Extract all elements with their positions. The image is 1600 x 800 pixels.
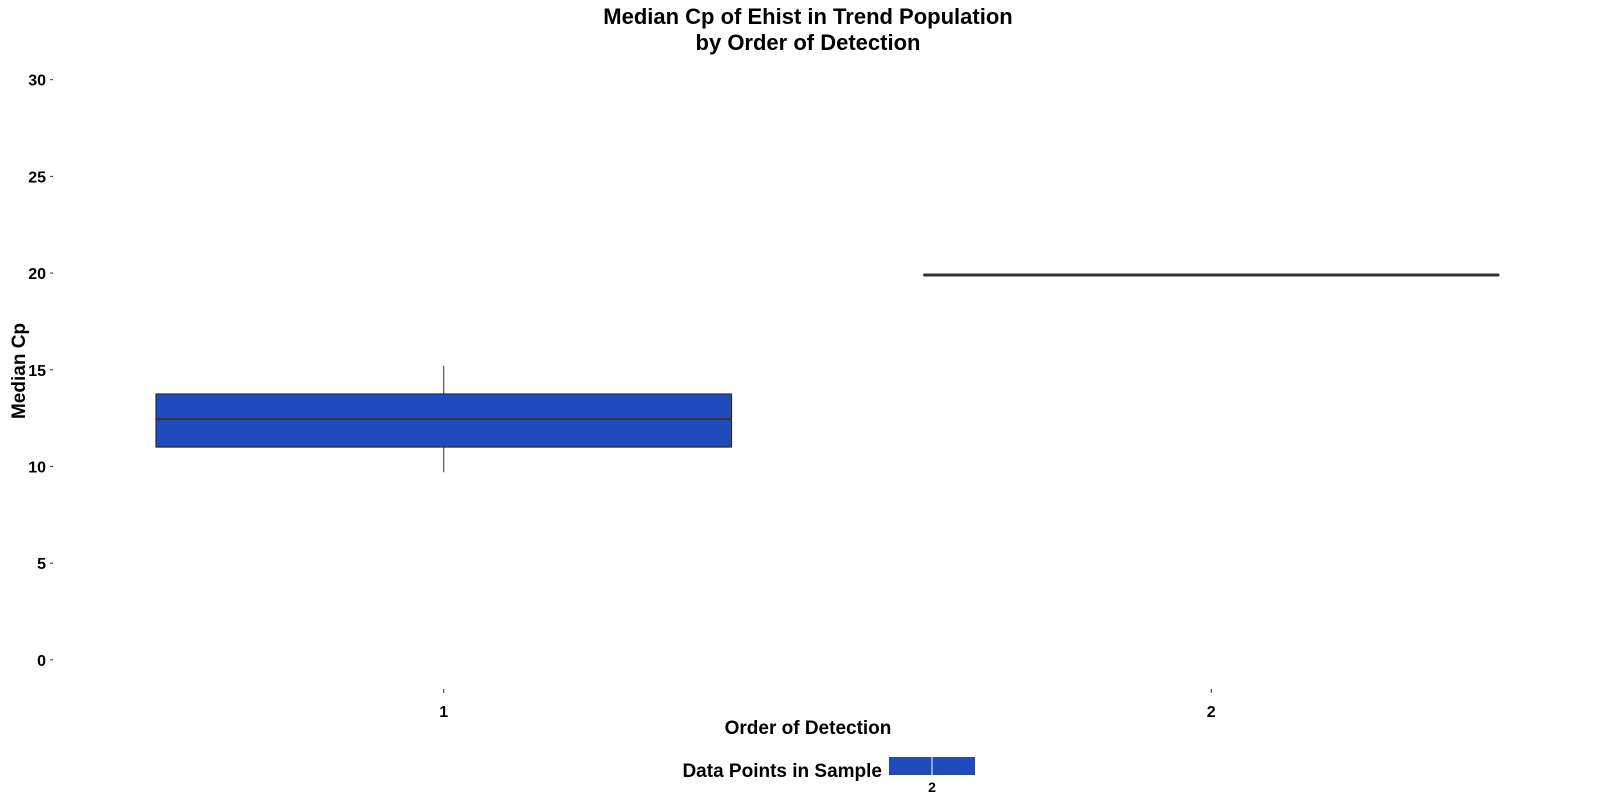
boxplot-series bbox=[155, 273, 1500, 473]
legend: Data Points in Sample 2 bbox=[682, 757, 975, 795]
legend-title: Data Points in Sample bbox=[682, 761, 882, 782]
chart-title-line-1: Median Cp of Ehist in Trend Population bbox=[603, 4, 1012, 29]
legend-label: 2 bbox=[928, 779, 936, 795]
chart-title-line-2: by Order of Detection bbox=[696, 30, 921, 55]
x-tick-label: 2 bbox=[1207, 704, 1216, 721]
box-1 bbox=[155, 365, 733, 473]
box-body bbox=[155, 393, 733, 448]
y-tick-label: 20 bbox=[28, 266, 46, 283]
y-tick-label: 30 bbox=[28, 73, 46, 90]
y-tick-label: 15 bbox=[28, 363, 46, 380]
y-axis: 0 5 10 15 20 25 30 bbox=[28, 73, 53, 670]
y-tick-label: 10 bbox=[28, 459, 46, 476]
x-tick-label: 1 bbox=[439, 704, 448, 721]
y-axis-title: Median Cp bbox=[9, 323, 30, 419]
y-tick-label: 5 bbox=[37, 556, 46, 573]
x-axis-title: Order of Detection bbox=[725, 718, 892, 739]
y-tick-label: 0 bbox=[37, 653, 46, 670]
y-tick-label: 25 bbox=[28, 169, 46, 186]
